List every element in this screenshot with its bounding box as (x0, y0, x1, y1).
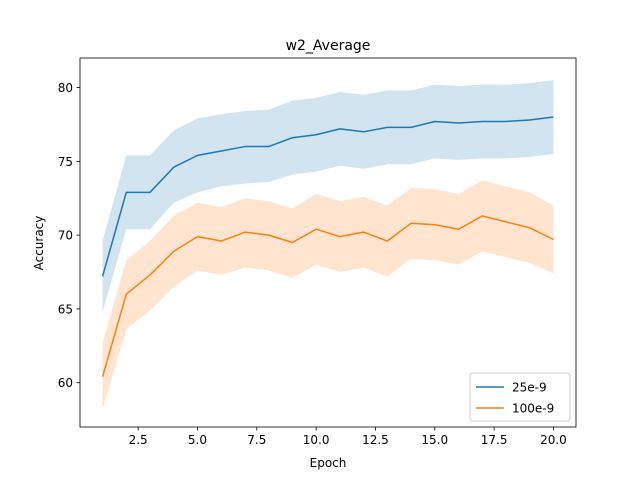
y-tick-label: 75 (58, 155, 73, 169)
band-series-2 (102, 180, 554, 410)
confidence-bands (102, 80, 554, 410)
line-series-2 (101, 215, 554, 378)
y-tick-label: 60 (58, 376, 73, 390)
x-axis-label: Epoch (310, 456, 347, 470)
x-tick-label: 10.0 (303, 433, 330, 447)
x-tick-label: 12.5 (362, 433, 389, 447)
y-tick-label: 80 (58, 81, 73, 95)
plot-frame (79, 57, 577, 428)
x-tick-label: 5.0 (188, 433, 207, 447)
x-tick-label: 2.5 (129, 433, 148, 447)
legend: 25e-9 100e-9 (469, 372, 571, 422)
legend-box (469, 372, 571, 422)
x-tick-label: 7.5 (247, 433, 266, 447)
x-tick-label: 20.0 (540, 433, 567, 447)
legend-label-1: 25e-9 (512, 381, 547, 395)
y-tick-label: 65 (58, 302, 73, 316)
band-series-1 (102, 80, 554, 312)
legend-label-2: 100e-9 (512, 402, 554, 416)
series-lines (101, 116, 554, 378)
chart-title: w2_Average (286, 38, 371, 54)
y-axis-label: Accuracy (32, 216, 46, 271)
axes: 2.5 5.0 7.5 10.0 12.5 15.0 17.5 20.0 60 65 70 75 80 (58, 57, 577, 447)
y-tick-label: 70 (58, 229, 73, 243)
x-tick-label: 15.0 (421, 433, 448, 447)
line-series-1 (101, 116, 554, 277)
x-tick-label: 17.5 (481, 433, 508, 447)
